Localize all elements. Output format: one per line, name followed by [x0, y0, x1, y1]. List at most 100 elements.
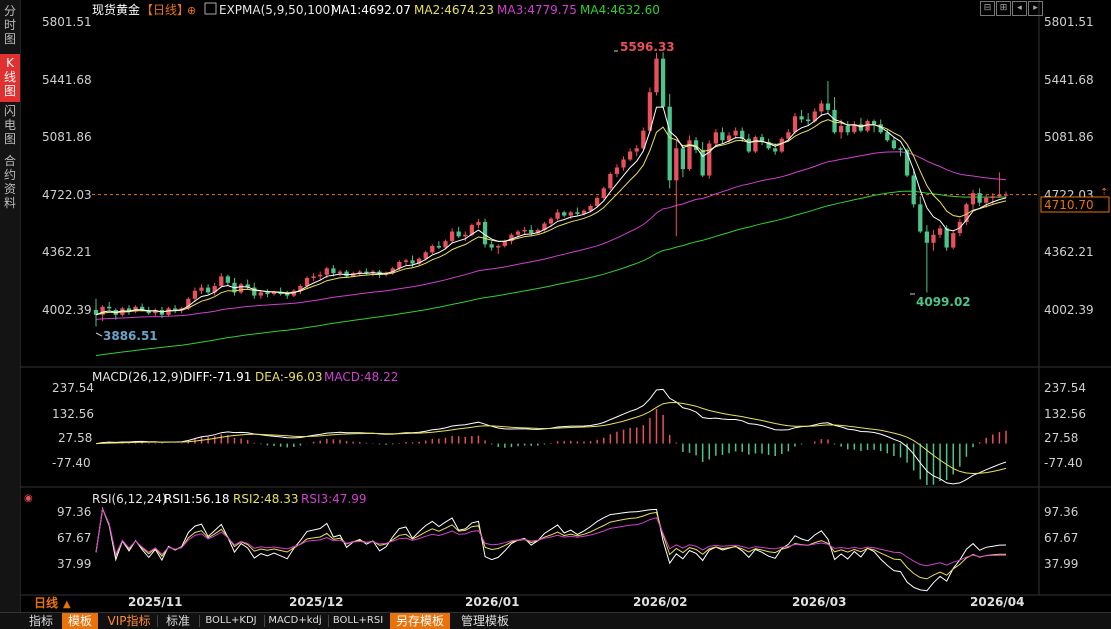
price-pointer-icon: ⇡ — [1100, 187, 1108, 198]
candle-body — [766, 141, 771, 149]
tab-vip-indicator[interactable]: VIP指标 — [107, 614, 151, 628]
candle-body — [812, 111, 817, 122]
candle-body — [390, 268, 395, 274]
right-tick-label: -77.40 — [1044, 456, 1083, 470]
rsi2-series — [95, 506, 1006, 580]
candle-body — [364, 271, 369, 274]
scroll-left-icon[interactable]: ◂ — [1012, 1, 1027, 16]
candle-body — [1003, 194, 1009, 196]
candle-body — [852, 124, 857, 133]
start-low-annotation-leader — [95, 332, 103, 337]
nav-tab-contract-info[interactable]: 合 约 资 料 — [3, 154, 16, 210]
candle-body — [252, 287, 257, 296]
candle-body — [839, 125, 844, 133]
macd-lines — [95, 388, 1007, 485]
macd-header-diff: DIFF:-71.91 — [183, 370, 251, 384]
candle-body — [265, 292, 270, 294]
left-tick-label: 4362.21 — [42, 245, 92, 259]
candle-body — [423, 252, 428, 259]
candle-body — [344, 271, 349, 277]
candle-body — [806, 119, 811, 122]
nav-tab-kline[interactable]: K 线 图 — [0, 54, 20, 102]
candle-body — [601, 188, 606, 198]
period-dropdown-icon[interactable]: ▲ — [63, 599, 71, 610]
left-tick-label: 37.99 — [57, 557, 91, 571]
candle-body — [581, 210, 587, 214]
candle-body — [746, 138, 751, 152]
header-indicator: EXPMA(5,9,50,100) — [219, 3, 335, 17]
candle-body — [634, 148, 639, 152]
tab-indicator[interactable]: 指标 — [28, 614, 53, 628]
zoom-in-icon[interactable]: ⊞ — [996, 1, 1011, 16]
nav-tab-flash[interactable]: 闪 电 图 — [3, 104, 16, 146]
candle-body — [126, 308, 132, 312]
candle-body — [548, 218, 554, 224]
ma4-line — [95, 190, 1007, 357]
tab-boll-rsi[interactable]: BOLL+RSI — [332, 615, 384, 626]
candle-body — [410, 260, 415, 264]
candle-body — [779, 138, 784, 152]
rsi-lines — [95, 506, 1007, 592]
candle-body — [700, 149, 705, 176]
right-tick-label: 27.58 — [1044, 431, 1078, 445]
candle-body — [166, 308, 171, 315]
header-period[interactable]: 【日线】 — [141, 3, 189, 17]
candle-body — [984, 197, 989, 203]
candle-body — [970, 193, 976, 205]
indicator-switch-icon[interactable] — [204, 2, 217, 15]
candle-body — [871, 121, 877, 125]
candle-body — [693, 140, 699, 150]
candle-body — [792, 116, 798, 133]
candle-body — [245, 284, 250, 288]
tab-macd-kdj[interactable]: MACD+kdj — [268, 615, 322, 626]
rsi-settings-icon[interactable]: ◉ — [24, 493, 33, 504]
candle-body — [687, 140, 692, 170]
left-tick-label: 5441.68 — [42, 73, 92, 87]
candle-body — [977, 193, 982, 203]
candle-body — [904, 149, 910, 176]
date-tick-label: 2026/04 — [970, 595, 1024, 609]
candle-body — [100, 306, 105, 315]
candle-body — [647, 92, 653, 131]
left-nav: 分 时 图 K 线 图 闪 电 图 合 约 资 料 — [0, 0, 21, 612]
right-tick-label: 5801.51 — [1044, 15, 1094, 29]
candle-body — [726, 135, 732, 141]
tab-standard[interactable]: 标准 — [165, 614, 190, 628]
rsi1-series — [95, 506, 1007, 592]
scroll-right-icon[interactable]: ▸ — [1028, 1, 1043, 16]
candle-body — [476, 221, 481, 226]
candle-body — [324, 268, 329, 275]
candle-body — [680, 148, 686, 170]
rsi3-series — [95, 506, 1006, 567]
candle-body — [773, 148, 778, 152]
period-selector[interactable]: 日线 — [34, 595, 58, 610]
low-annotation: 4099.02 — [916, 295, 971, 309]
macd-axis: 237.54 132.56 27.58 -77.40 237.54 132.56… — [52, 381, 1086, 470]
tab-template[interactable]: 模板 — [62, 613, 98, 629]
candle-body — [753, 137, 758, 152]
candle-body — [588, 205, 593, 211]
tab-separator — [328, 615, 329, 627]
candle-body — [140, 306, 145, 310]
candle-body — [951, 233, 956, 248]
candle-body — [186, 298, 191, 309]
candle-body — [357, 271, 362, 274]
left-tick-label: -77.40 — [52, 456, 91, 470]
tab-boll-kdj[interactable]: BOLL+KDJ — [205, 615, 257, 626]
candle-body — [298, 285, 303, 291]
header-ma1: MA1:4692.07 — [331, 3, 411, 17]
candle-body — [898, 148, 903, 150]
candle-body — [614, 167, 620, 174]
tab-save-template[interactable]: 另存模板 — [390, 613, 450, 629]
tab-manage-template[interactable]: 管理模板 — [460, 614, 509, 628]
candle-body — [990, 196, 995, 198]
nav-tab-timeshare[interactable]: 分 时 图 — [3, 4, 16, 46]
candle-body — [463, 234, 468, 237]
candle-body — [449, 231, 455, 242]
zoom-out-icon[interactable]: ⊟ — [980, 1, 995, 16]
candle-body — [515, 231, 521, 235]
left-tick-label: 4002.39 — [42, 303, 92, 317]
settings-icon[interactable]: ⊕ — [187, 4, 196, 17]
candle-body — [858, 124, 864, 131]
rsi-axis: 97.36 67.67 37.99 97.36 67.67 37.99 — [57, 505, 1078, 571]
